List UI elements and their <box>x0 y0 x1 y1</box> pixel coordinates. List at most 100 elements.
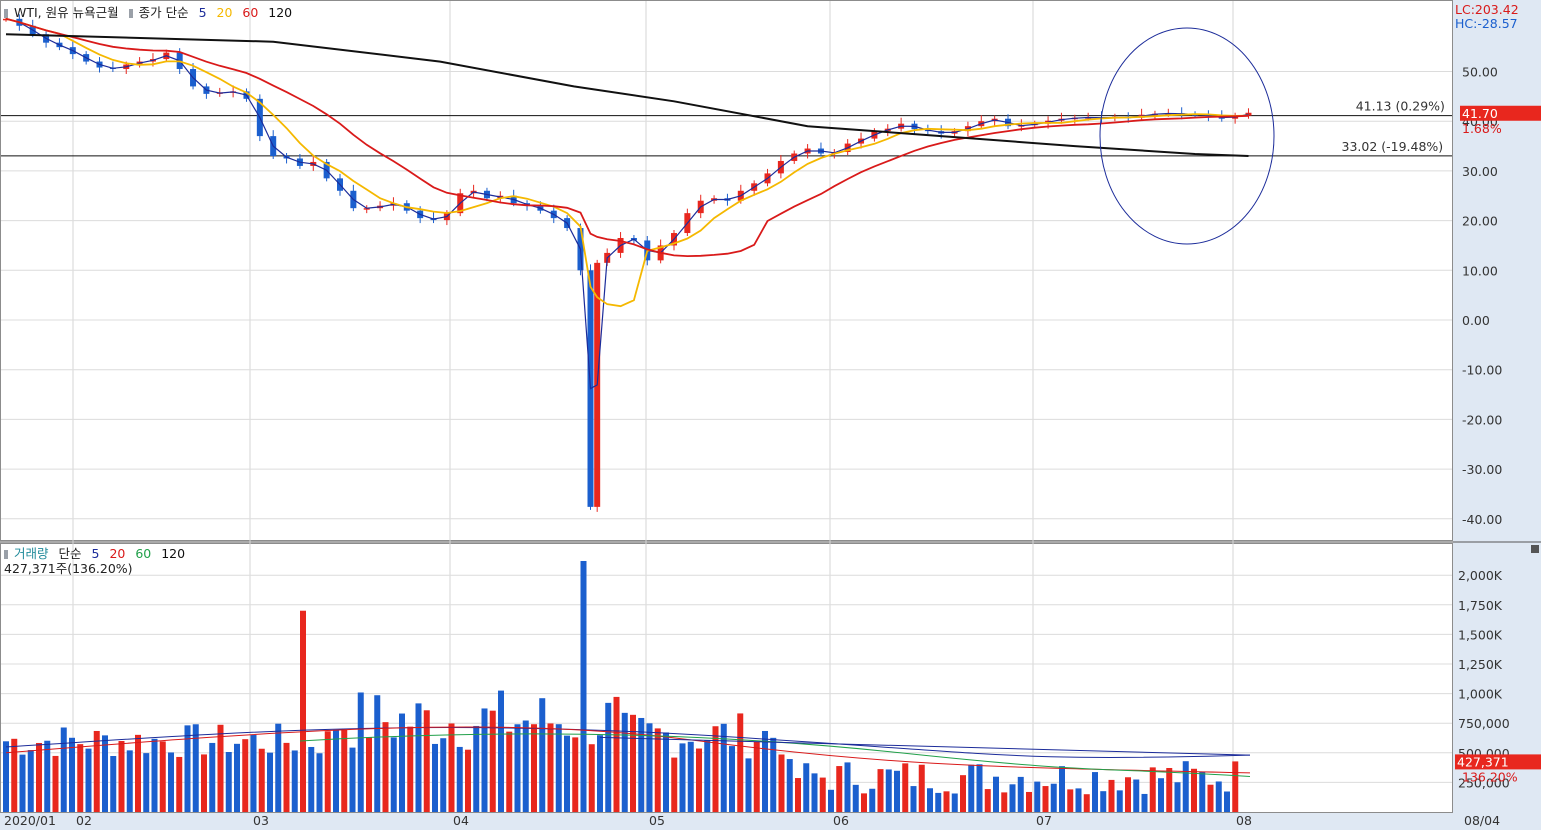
vol-ma60-label: 60 <box>135 546 152 561</box>
volume-bar <box>1199 771 1206 812</box>
volume-bar <box>1050 783 1057 812</box>
x-tick-label: 02 <box>76 813 92 828</box>
volume-bar <box>621 712 628 812</box>
volume-bar <box>976 764 983 812</box>
volume-bar <box>432 743 438 812</box>
volume-y-tick-label: 1,750K <box>1458 598 1503 613</box>
volume-bar <box>918 764 925 812</box>
volume-bar <box>762 730 768 812</box>
volume-bar <box>448 723 455 812</box>
x-tick-label: 08 <box>1236 813 1252 828</box>
volume-bar <box>613 696 620 812</box>
volume-y-tick-label: 1,000K <box>1458 687 1503 702</box>
volume-y-tick-label: 2,000K <box>1458 568 1503 583</box>
volume-bar <box>729 746 735 812</box>
volume-bar <box>1207 784 1214 812</box>
last-volume-pct: 136.20% <box>1462 769 1518 784</box>
x-tick-label: 06 <box>833 813 849 828</box>
volume-bar <box>1191 768 1197 812</box>
ma5-label: 5 <box>198 5 207 20</box>
volume-bar <box>927 788 933 812</box>
volume-bar <box>308 746 315 812</box>
volume-bar <box>1001 792 1008 812</box>
volume-y-tick-label: 750,000 <box>1458 716 1510 731</box>
volume-bar <box>712 726 719 812</box>
volume-bar <box>126 750 133 812</box>
volume-bar <box>836 766 843 812</box>
volume-bar <box>844 762 851 812</box>
volume-bar <box>473 725 480 812</box>
volume-bar <box>267 752 273 812</box>
volume-bar <box>597 735 603 812</box>
volume-bar <box>357 692 364 812</box>
volume-ma60-line <box>299 733 1251 777</box>
volume-bar <box>1042 786 1049 812</box>
ma120-line <box>5 33 1249 157</box>
volume-bar <box>19 754 26 812</box>
volume-bar <box>1100 791 1107 812</box>
last-volume-tag <box>1455 754 1541 770</box>
volume-bar <box>580 560 587 812</box>
volume-bar <box>151 738 158 812</box>
volume-bar <box>440 738 447 812</box>
volume-bar <box>456 746 463 812</box>
volume-bar <box>935 792 942 812</box>
volume-bar <box>1141 793 1148 812</box>
volume-bar <box>745 758 752 812</box>
volume-bar <box>168 752 174 812</box>
volume-bar <box>539 698 546 812</box>
volume-bar <box>1075 788 1082 812</box>
lc-label: LC:203.42 <box>1455 2 1519 17</box>
last-price-text: 41.70 <box>1462 106 1498 121</box>
volume-bar <box>135 734 141 812</box>
volume-bar <box>77 744 84 812</box>
volume-bar <box>44 740 51 812</box>
volume-bar <box>498 690 504 812</box>
volume-y-tick-label: 250,000 <box>1458 775 1510 790</box>
vol-ma5-label: 5 <box>91 546 100 561</box>
x-tick-label: 07 <box>1036 813 1052 828</box>
y-axis-background <box>1453 0 1541 830</box>
volume-legend: 거래량 단순 5 20 60 120 <box>4 543 191 562</box>
volume-bar <box>828 789 834 812</box>
x-tick-label: 03 <box>253 813 269 828</box>
volume-bar <box>275 723 282 812</box>
volume-ma5-line <box>5 727 1251 759</box>
price-y-tick-label: -30.00 <box>1462 462 1502 477</box>
volume-bar <box>811 773 818 812</box>
volume-bar <box>564 735 570 812</box>
volume-bar <box>1182 761 1189 812</box>
volume-bar <box>720 723 727 812</box>
volume-bar <box>1158 778 1164 812</box>
volume-bar <box>588 744 595 812</box>
volume-bar <box>1215 781 1222 812</box>
volume-bar <box>333 729 339 812</box>
volume-bar <box>11 738 18 812</box>
volume-bar <box>69 737 75 812</box>
price-y-tick-label: 0.00 <box>1462 313 1490 328</box>
volume-bar <box>910 786 917 812</box>
volume-bar <box>869 788 876 812</box>
volume-bar <box>605 702 612 812</box>
volume-bar <box>572 737 579 812</box>
volume-bar <box>861 793 867 812</box>
volume-bars-group <box>3 560 1239 812</box>
vol-ma120-label: 120 <box>161 546 186 561</box>
volume-bar <box>968 764 975 812</box>
volume-bar <box>737 713 744 812</box>
volume-bar <box>1232 761 1239 812</box>
x-tick-label: 04 <box>453 813 469 828</box>
price-y-tick-label: 50.00 <box>1462 65 1498 80</box>
volume-bar <box>547 723 554 812</box>
volume-bar <box>885 769 892 812</box>
volume-bar <box>1149 767 1156 812</box>
volume-bar <box>184 725 191 812</box>
volume-bar <box>465 749 471 812</box>
volume-bar <box>481 708 488 812</box>
x-tick-label: 2020/01 <box>4 813 56 828</box>
price-y-tick-label: 10.00 <box>1462 263 1498 278</box>
volume-bar <box>1166 767 1173 812</box>
volume-bar <box>324 731 331 812</box>
volume-current: 427,371주(136.20%) <box>4 561 133 576</box>
